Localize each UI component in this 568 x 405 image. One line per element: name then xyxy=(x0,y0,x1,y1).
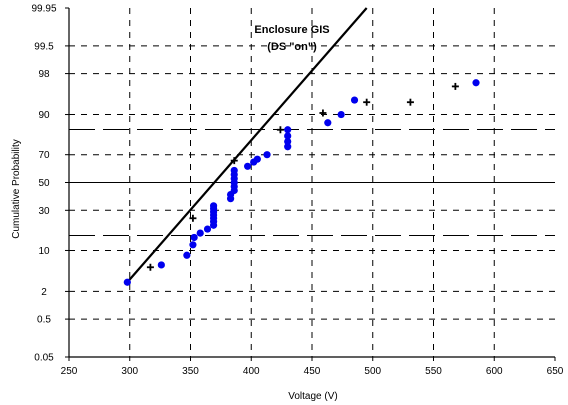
circle-point xyxy=(472,79,480,87)
x-tick-label: 350 xyxy=(182,366,199,377)
annotation-line-2: (DS "on") xyxy=(267,41,317,53)
y-tick-label: 0.5 xyxy=(37,315,51,326)
y-tick-label: 10 xyxy=(38,246,50,257)
circle-point xyxy=(196,229,204,237)
x-tick-label: 600 xyxy=(486,366,503,377)
plus-point xyxy=(406,98,414,106)
plus-point xyxy=(319,109,327,117)
x-axis-title: Voltage (V) xyxy=(288,391,337,402)
plus-point xyxy=(146,263,154,271)
y-tick-label: 2 xyxy=(41,287,47,298)
axes xyxy=(65,7,556,361)
x-tick-label: 250 xyxy=(61,366,78,377)
circle-point xyxy=(203,225,212,233)
circle-point xyxy=(284,126,292,134)
circle-point xyxy=(337,110,345,119)
y-tick-label: 99.95 xyxy=(31,4,56,15)
y-tick-label: 50 xyxy=(38,178,50,189)
grid xyxy=(69,8,555,357)
y-tick-label: 98 xyxy=(38,69,50,80)
circle-point xyxy=(209,202,218,210)
x-tick-label: 500 xyxy=(364,366,381,377)
plus-point xyxy=(363,98,371,106)
plus-point xyxy=(276,126,284,134)
circle-point xyxy=(183,251,191,259)
reference-lines xyxy=(69,129,555,236)
circle-point xyxy=(190,233,198,242)
x-tick-label: 550 xyxy=(425,366,442,377)
circle-point xyxy=(284,143,292,151)
circle-point xyxy=(350,96,359,104)
circle-point xyxy=(284,132,292,140)
y-tick-label: 70 xyxy=(38,150,50,161)
circle-point xyxy=(284,137,292,146)
circle-point xyxy=(230,166,238,175)
plus-point xyxy=(230,157,238,165)
circle-point xyxy=(189,241,197,249)
circle-point xyxy=(157,261,165,269)
x-tick-label: 300 xyxy=(121,366,138,377)
plus-point xyxy=(189,214,197,222)
circle-point xyxy=(123,278,131,286)
data-points xyxy=(123,79,480,286)
plus-point xyxy=(451,82,459,90)
annotation-line-1: Enclosure GIS xyxy=(254,24,329,36)
x-tick-label: 400 xyxy=(243,366,260,377)
y-axis-title: Cumulative Probability xyxy=(11,139,22,239)
y-tick-label: 30 xyxy=(38,206,50,217)
tick-labels: 250 300 350 400 450 500 550 600 650 0.05 0.5 2 10 30 5… xyxy=(31,4,563,378)
circle-point xyxy=(263,151,271,159)
y-tick-label: 90 xyxy=(38,110,50,121)
x-tick-label: 650 xyxy=(547,366,564,377)
fit-line-group xyxy=(126,7,368,283)
circle-point xyxy=(324,119,332,127)
y-tick-label: 0.05 xyxy=(34,353,54,364)
y-tick-label: 99.5 xyxy=(34,41,54,52)
x-tick-label: 450 xyxy=(304,366,321,377)
circle-point xyxy=(253,155,261,163)
fit-line xyxy=(126,7,368,283)
circle-point xyxy=(244,162,252,170)
